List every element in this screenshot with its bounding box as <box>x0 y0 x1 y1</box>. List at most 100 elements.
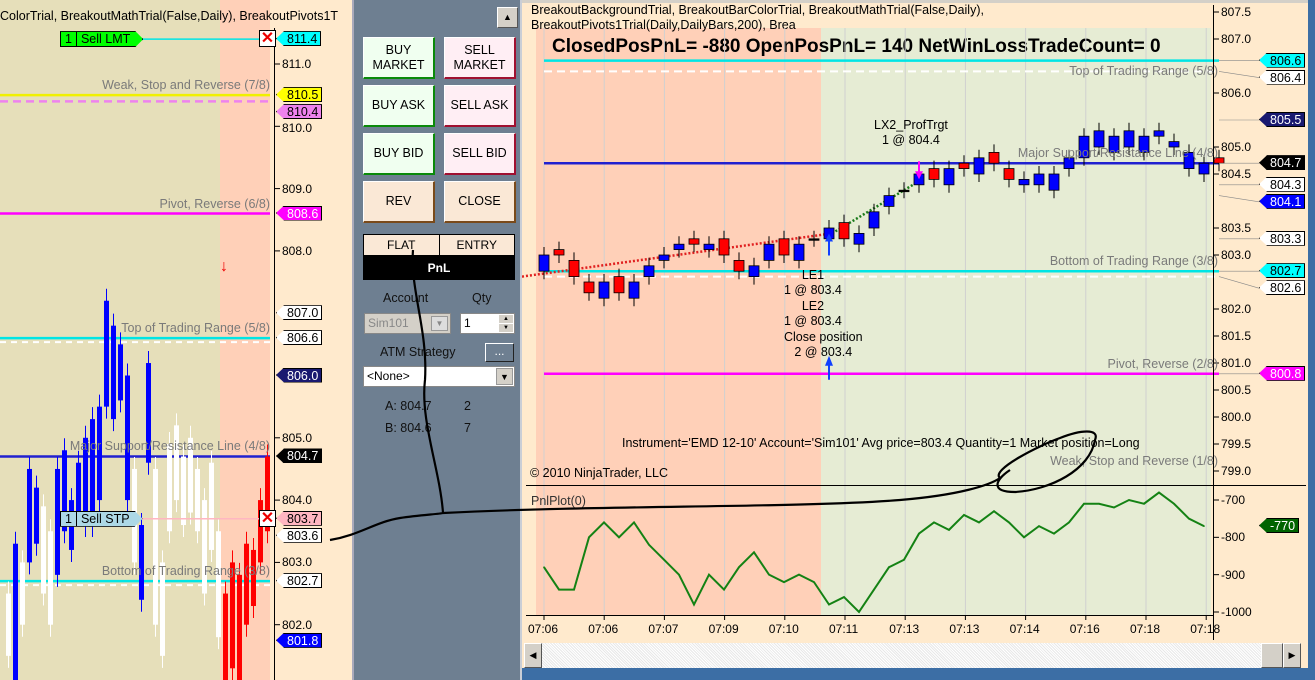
buy-bid-button[interactable]: BUY BID <box>363 133 435 175</box>
candle-body <box>139 525 144 600</box>
candle-body <box>76 462 81 513</box>
cancel-order-icon[interactable]: ✕ <box>259 509 276 527</box>
price-tag: 807.0 <box>276 305 323 321</box>
annotation-line: Close position <box>784 330 863 344</box>
arrow-down-icon: ↓ <box>220 258 228 275</box>
quantity-stepper[interactable]: 1 ▲ ▼ <box>460 313 515 334</box>
position-info: Instrument='EMD 12-10' Account='Sim101' … <box>622 436 1140 450</box>
pnl-point <box>573 588 575 591</box>
candle-body <box>62 450 67 532</box>
candle-body <box>1198 162 1210 175</box>
account-select[interactable]: Sim101 ▼ <box>364 313 451 334</box>
sell-market-button[interactable]: SELL MARKET <box>444 37 516 79</box>
collapse-up-button[interactable]: ▲ <box>497 7 518 28</box>
candle-body <box>244 543 249 625</box>
close-position-button[interactable]: CLOSE <box>444 181 516 223</box>
candle-body <box>265 456 270 532</box>
window-top-border <box>522 0 1315 3</box>
pnl-point <box>768 573 770 576</box>
sell-ask-button[interactable]: SELL ASK <box>444 85 516 127</box>
candle-body <box>111 325 116 420</box>
atm-settings-button[interactable]: ... <box>485 343 514 362</box>
level-label: Top of Trading Range (5/8) <box>121 321 270 336</box>
price-tag: 800.8 <box>1259 365 1306 381</box>
order-type: Sell LMT <box>80 32 131 47</box>
entry-annotation-2: LE2 1 @ 803.4 <box>784 299 842 329</box>
account-value: Sim101 <box>368 316 409 330</box>
time-tick-label: 07:13 <box>949 622 980 636</box>
axis-tick-label: 811.0 <box>282 57 312 71</box>
pnl-point <box>903 558 905 561</box>
left-chart-panel[interactable]: ColorTrial, BreakoutMathTrial(False,Dail… <box>0 0 352 680</box>
annotation-line: LE2 <box>801 299 825 313</box>
chevron-down-icon[interactable]: ▼ <box>431 316 448 331</box>
axis-tick-label: 803.0 <box>1221 248 1252 262</box>
candle-body <box>883 195 895 207</box>
price-tag: 804.3 <box>1259 176 1306 192</box>
atm-strategy-select[interactable]: <None> ▼ <box>363 366 515 387</box>
scroll-left-button[interactable]: ◀ <box>524 643 542 668</box>
horizontal-scrollbar[interactable]: ◀ ▶ <box>524 643 1301 668</box>
price-tag: 804.7 <box>1259 155 1306 171</box>
axis-tick-label: 804.5 <box>1221 167 1252 181</box>
pnl-point <box>1068 521 1070 524</box>
reverse-button[interactable]: REV <box>363 181 435 223</box>
pnl-point <box>1023 536 1025 539</box>
buy-market-button[interactable]: BUY MARKET <box>363 37 435 79</box>
right-chart-panel[interactable]: BreakoutBackgroundTrial, BreakoutBarColo… <box>522 0 1315 680</box>
price-tag: 806.6 <box>1259 52 1306 68</box>
buy-ask-button[interactable]: BUY ASK <box>363 85 435 127</box>
candle-body <box>1033 173 1045 186</box>
price-tag: 803.7 <box>276 510 323 526</box>
level-label: Pivot, Reverse (6/8) <box>159 196 270 211</box>
pnl-point <box>1113 506 1115 509</box>
pnl-point <box>993 510 995 512</box>
sell-bid-button[interactable]: SELL BID <box>444 133 516 175</box>
candle-body <box>20 562 25 625</box>
candle-body <box>6 593 11 656</box>
pnl-point <box>858 611 860 613</box>
candle-body <box>688 238 700 245</box>
pnl-point <box>753 551 755 554</box>
scroll-thumb[interactable] <box>1261 643 1283 668</box>
candle-body <box>583 281 595 294</box>
spin-up-icon[interactable]: ▲ <box>499 315 513 323</box>
order-qty: 1 <box>61 512 77 526</box>
bid-price: B: 804.6 <box>385 421 432 435</box>
pnl-point <box>543 566 545 568</box>
candle-body <box>568 259 580 277</box>
candle-body <box>973 157 985 175</box>
candle-body <box>195 468 200 532</box>
entry-annotation: LE1 1 @ 803.4 <box>784 268 842 298</box>
candle-body <box>181 456 186 526</box>
price-tag: 810.4 <box>276 104 323 120</box>
level-label: Weak, Stop and Reverse (1/8) <box>1050 454 1218 468</box>
axis-tick-label: 803.0 <box>282 555 313 570</box>
pnl-point <box>663 558 665 561</box>
candle-body <box>90 419 95 526</box>
spin-down-icon[interactable]: ▼ <box>499 324 513 332</box>
order-tag[interactable]: 1 Sell LMT <box>60 31 143 47</box>
scroll-right-button[interactable]: ▶ <box>1283 643 1301 668</box>
chevron-down-icon[interactable]: ▼ <box>496 368 513 385</box>
candle-body <box>1093 130 1105 148</box>
account-label: Account <box>383 291 429 305</box>
pnl-point <box>933 521 935 524</box>
indicator-header: ColorTrial, BreakoutMathTrial(False,Dail… <box>0 9 339 23</box>
window-border-bottom <box>522 668 1315 680</box>
exit-annotation: LX2_ProfTrgt 1 @ 804.4 <box>874 118 948 148</box>
candle-body <box>553 249 565 256</box>
indicator-header: BreakoutBackgroundTrial, BreakoutBarColo… <box>531 3 984 32</box>
pnl-point <box>708 573 710 576</box>
candle-body <box>55 468 60 575</box>
cancel-order-icon[interactable]: ✕ <box>259 30 276 48</box>
candle-body <box>209 462 214 550</box>
axis-tick-label: 808.0 <box>282 243 313 258</box>
candle-body <box>104 300 109 407</box>
session-background-tan <box>0 0 220 680</box>
level-label: Bottom of Trading Range (3/8) <box>101 564 270 579</box>
axis-tick-label: 805.0 <box>282 430 313 445</box>
order-tag[interactable]: 1 Sell STP <box>60 511 143 527</box>
candle-body <box>748 265 760 277</box>
axis-tick-label: 805.0 <box>1221 140 1252 154</box>
